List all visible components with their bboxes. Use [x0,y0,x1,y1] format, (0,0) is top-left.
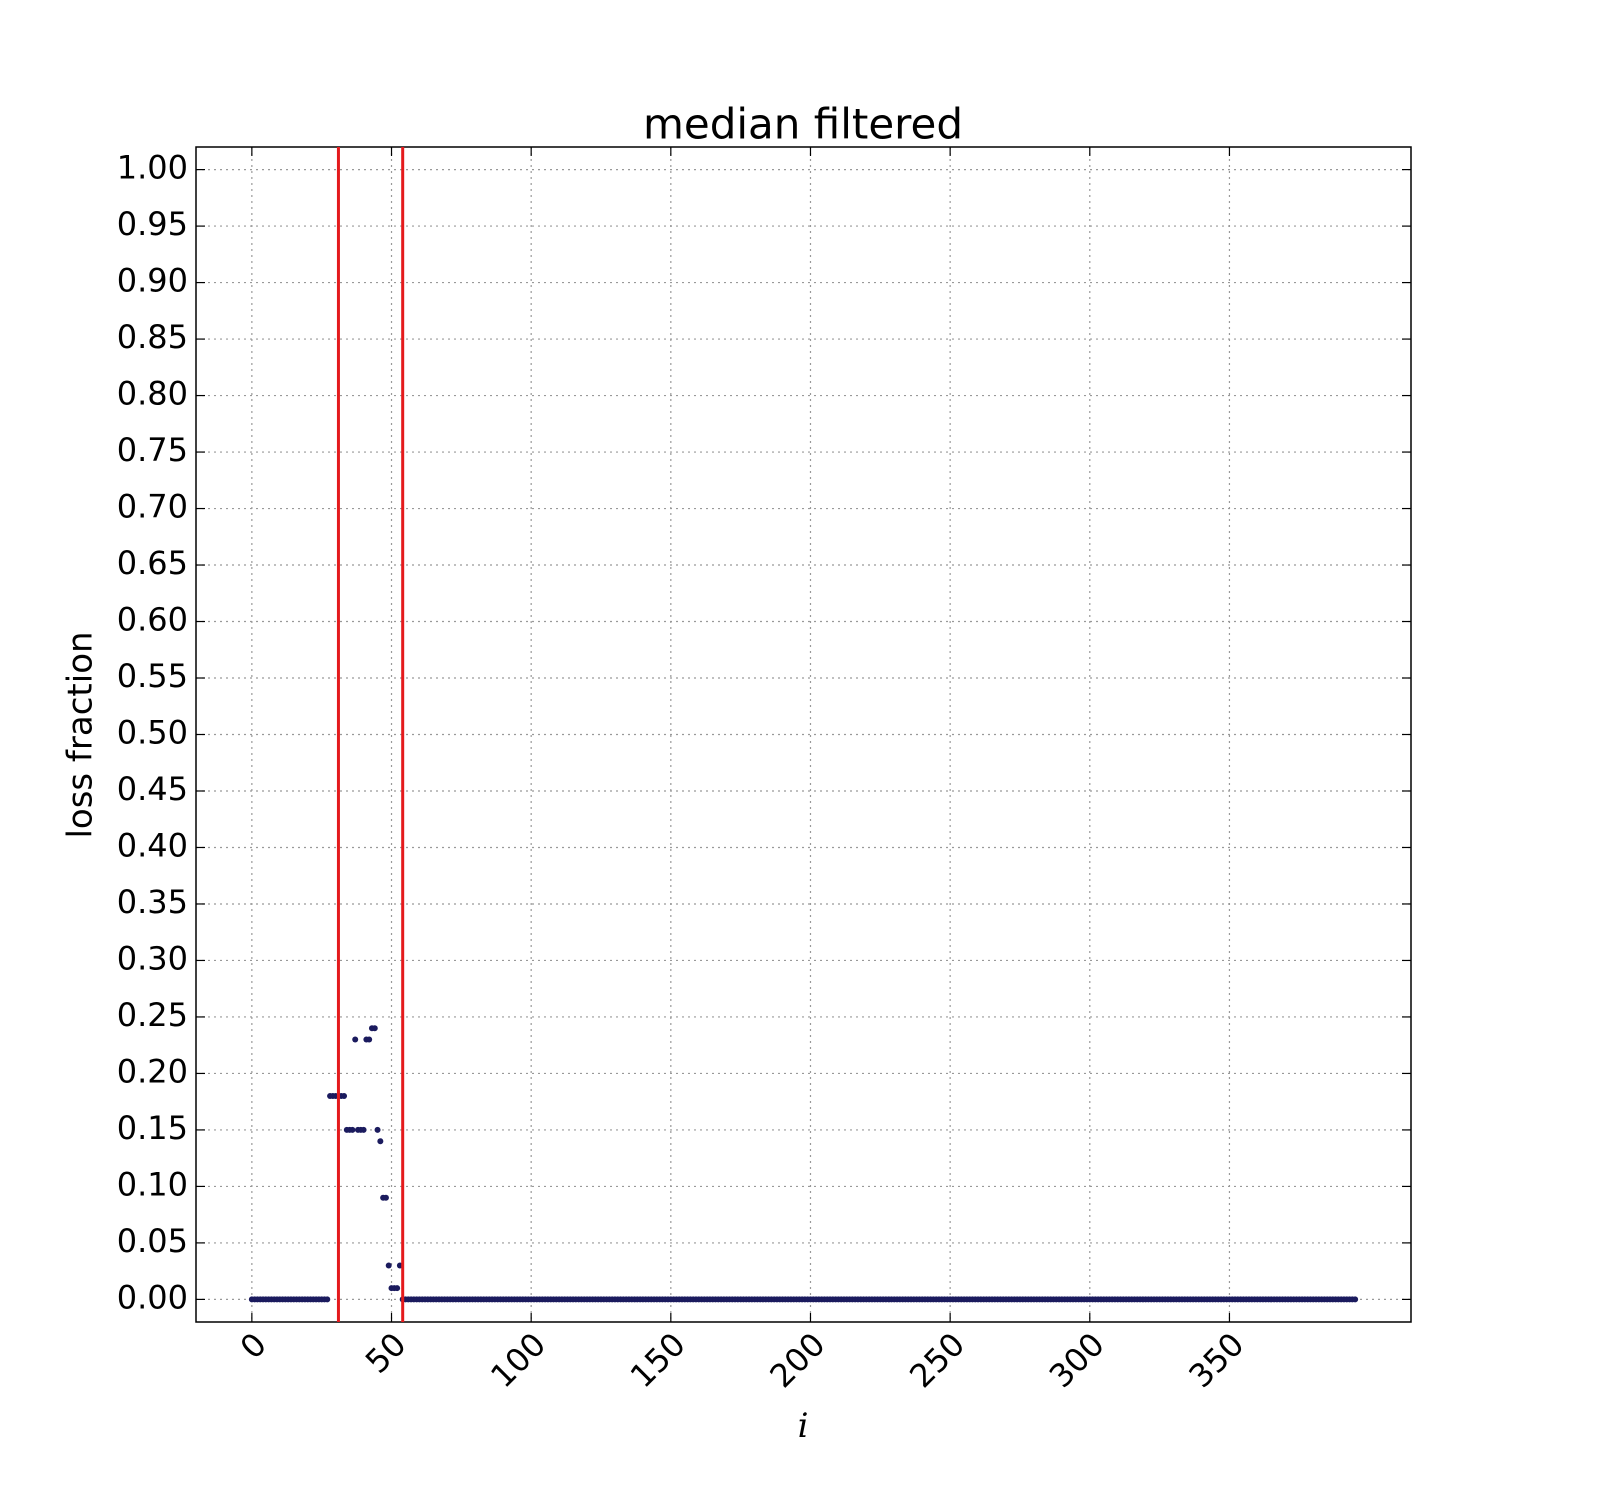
point [385,1262,392,1269]
plot-frame [195,146,1412,1323]
y-tick-label: 0.50 [117,714,188,752]
x-tick-label: 350 [1181,1325,1251,1395]
x-tick-label: 300 [1042,1325,1112,1395]
point [382,1194,389,1201]
x-tick-label: 150 [623,1325,693,1395]
point [366,1036,373,1043]
y-tick-label: 0.90 [117,262,188,300]
point [324,1296,331,1303]
y-tick-label: 0.75 [117,431,188,469]
y-tick-label: 0.30 [117,939,188,977]
y-tick-label: 0.85 [117,318,188,356]
x-tick-label: 0 [233,1325,274,1366]
y-tick-label: 0.15 [117,1109,188,1147]
y-tick-label: 0.95 [117,205,188,243]
y-tick-label: 0.40 [117,826,188,864]
x-tick-label: 250 [902,1325,972,1395]
point [371,1025,378,1032]
point [377,1138,384,1145]
y-tick-label: 0.10 [117,1165,188,1203]
point [349,1126,356,1133]
point [374,1126,381,1133]
y-tick-label: 0.25 [117,996,188,1034]
y-tick-label: 0.45 [117,770,188,808]
point [341,1093,348,1100]
y-tick-label: 0.60 [117,601,188,639]
y-tick-label: 0.65 [117,544,188,582]
x-tick-label: 50 [358,1325,414,1381]
y-tick-label: 0.70 [117,488,188,526]
point [1352,1296,1359,1303]
x-tick-label: 100 [483,1325,553,1395]
x-tick-label: 200 [762,1325,832,1395]
y-tick-label: 0.35 [117,883,188,921]
y-tick-label: 0.55 [117,657,188,695]
y-tick-label: 1.00 [117,149,188,187]
y-tick-label: 0.20 [117,1052,188,1090]
y-tick-label: 0.05 [117,1222,188,1260]
point [360,1126,367,1133]
chart-title: median filtered [643,100,963,149]
x-axis-label: i [798,1406,809,1446]
point [394,1285,401,1292]
y-axis-label: loss fraction [61,631,101,838]
point [352,1036,359,1043]
y-tick-label: 0.80 [117,375,188,413]
y-tick-label: 0.00 [117,1278,188,1316]
